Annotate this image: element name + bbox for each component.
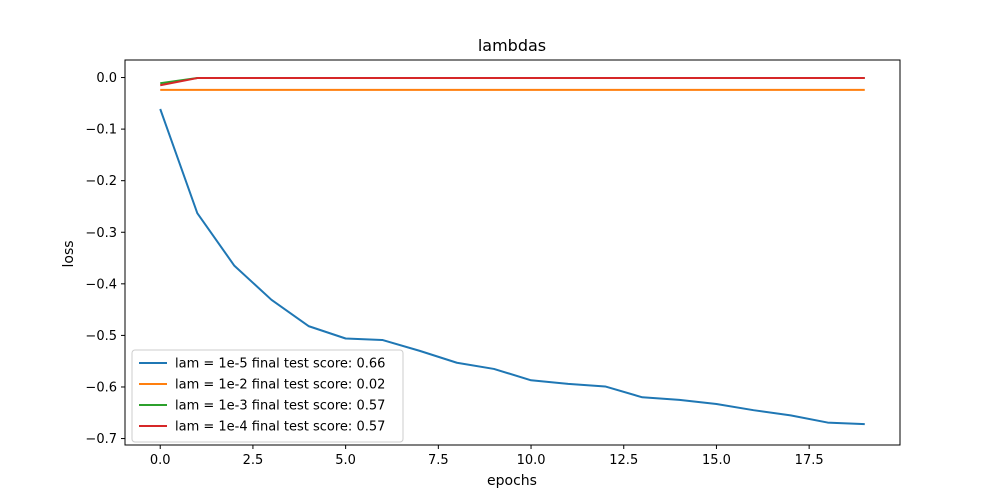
x-tick-label: 7.5 xyxy=(428,453,449,468)
x-tick-label: 15.0 xyxy=(702,453,731,468)
legend-label-2: lam = 1e-2 final test score: 0.02 xyxy=(175,378,385,393)
series-line-4 xyxy=(160,77,865,87)
x-tick-label: 17.5 xyxy=(795,453,824,468)
y-tick-label: −0.4 xyxy=(85,277,117,292)
x-tick-label: 10.0 xyxy=(517,453,546,468)
x-axis-label: epochs xyxy=(487,473,537,489)
legend-box xyxy=(131,349,404,443)
legend-label-1: lam = 1e-5 final test score: 0.66 xyxy=(175,357,385,372)
y-axis-label: loss xyxy=(61,240,77,267)
y-tick-label: −0.7 xyxy=(85,432,117,447)
legend: lam = 1e-5 final test score: 0.66 lam = 1… xyxy=(131,349,404,443)
x-tick-label: 5.0 xyxy=(335,453,356,468)
chart-title: lambdas xyxy=(478,36,546,55)
legend-label-3: lam = 1e-3 final test score: 0.57 xyxy=(175,399,385,414)
x-tick-label: 0.0 xyxy=(150,453,171,468)
y-axis: 0.0 −0.1 −0.2 −0.3 −0.4 −0.5 −0.6 −0.7 xyxy=(85,71,125,447)
plot-area xyxy=(159,77,865,426)
legend-label-4: lam = 1e-4 final test score: 0.57 xyxy=(175,420,385,435)
y-tick-label: −0.5 xyxy=(85,329,117,344)
y-tick-label: −0.2 xyxy=(85,174,117,189)
series-line-1 xyxy=(159,108,865,426)
x-axis: 0.0 2.5 5.0 7.5 10.0 12.5 15.0 17.5 xyxy=(150,445,824,468)
y-tick-label: 0.0 xyxy=(96,71,117,86)
x-tick-label: 12.5 xyxy=(609,453,638,468)
x-tick-label: 2.5 xyxy=(243,453,264,468)
y-tick-label: −0.3 xyxy=(85,226,117,241)
plot-frame xyxy=(124,59,901,446)
y-tick-label: −0.1 xyxy=(85,123,117,138)
y-tick-label: −0.6 xyxy=(85,380,117,395)
